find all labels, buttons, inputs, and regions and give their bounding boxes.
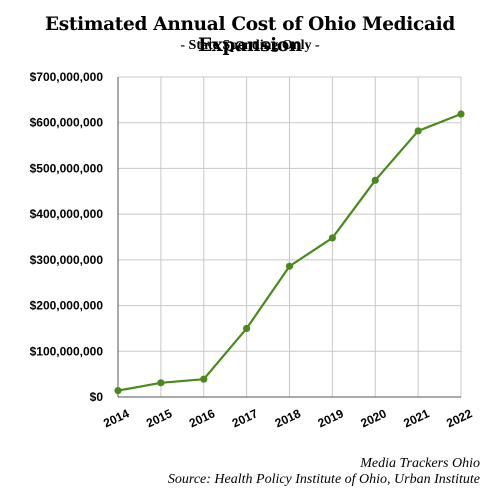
- x-tick-label: 2015: [144, 406, 174, 430]
- data-point: [114, 387, 122, 395]
- chart-subtitle: - State Spending Only -: [180, 38, 320, 53]
- x-tick-label: 2014: [101, 406, 131, 430]
- y-tick-label: $500,000,000: [30, 161, 104, 175]
- credit-publisher: Media Trackers Ohio: [360, 456, 480, 471]
- chart-title: Estimated Annual Cost of Ohio Medicaid E…: [44, 14, 456, 56]
- y-tick-label: $0: [90, 390, 104, 404]
- x-tick-label: 2017: [230, 406, 260, 430]
- data-point: [157, 379, 165, 387]
- data-point: [328, 234, 336, 242]
- y-tick-label: $700,000,000: [30, 70, 104, 84]
- data-point: [371, 176, 379, 184]
- y-tick-label: $300,000,000: [30, 253, 104, 267]
- y-tick-label: $100,000,000: [30, 344, 104, 358]
- credit-source: Source: Health Policy Institute of Ohio,…: [167, 472, 480, 487]
- y-tick-label: $200,000,000: [30, 299, 104, 313]
- data-point: [200, 375, 208, 383]
- x-tick-label: 2018: [273, 406, 303, 430]
- x-tick-label: 2022: [444, 406, 474, 430]
- data-point: [243, 324, 251, 333]
- x-tick-label: 2021: [401, 406, 431, 430]
- y-tick-label: $600,000,000: [30, 116, 104, 130]
- data-point: [285, 262, 294, 270]
- data-point: [414, 127, 422, 135]
- x-tick-label: 2020: [359, 406, 389, 430]
- x-tick-label: 2016: [187, 406, 217, 430]
- y-tick-label: $400,000,000: [30, 207, 104, 221]
- data-point: [457, 110, 465, 118]
- x-tick-label: 2019: [316, 406, 346, 430]
